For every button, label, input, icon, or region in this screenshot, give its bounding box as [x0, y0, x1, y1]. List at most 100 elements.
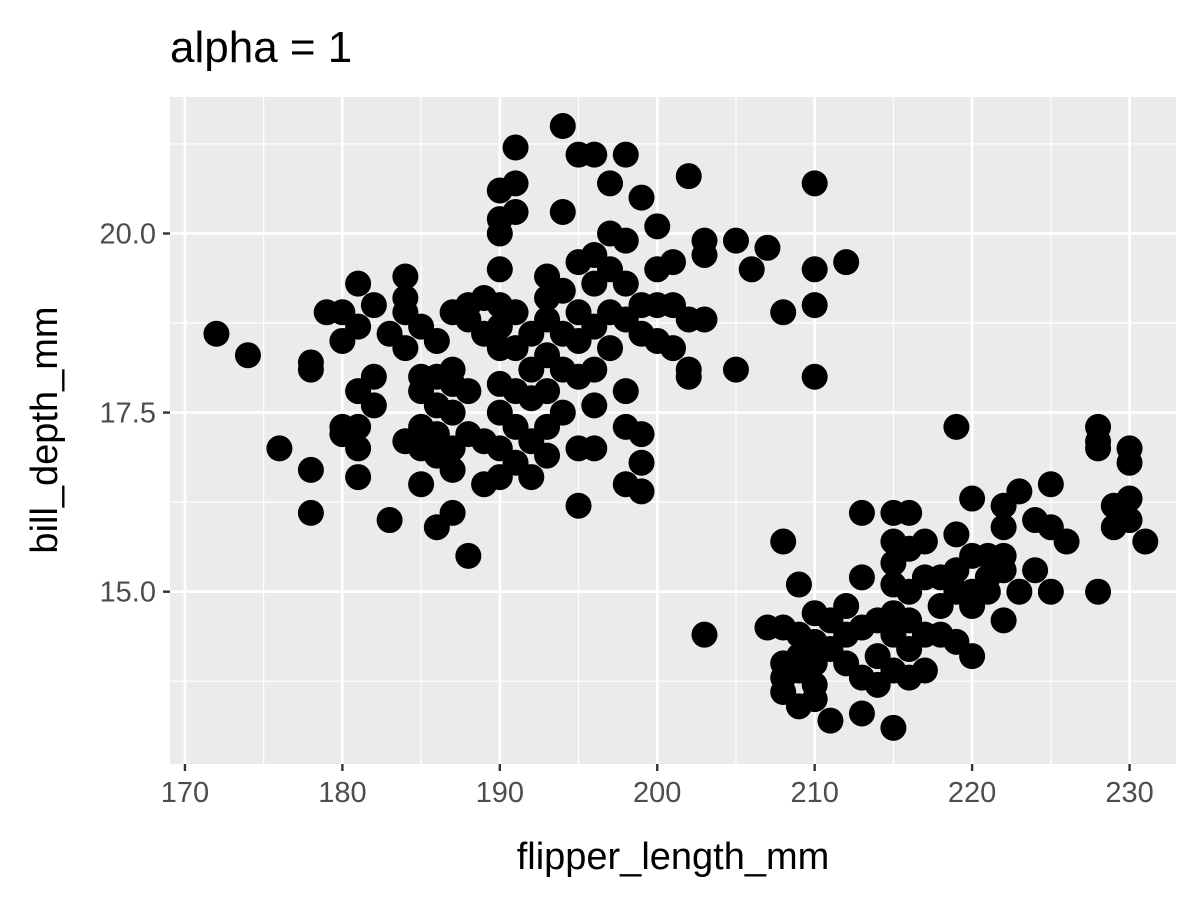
data-point	[345, 313, 372, 340]
data-point	[534, 378, 561, 405]
data-point	[581, 392, 608, 419]
data-point	[612, 378, 639, 405]
data-point	[911, 528, 938, 555]
data-point	[1116, 485, 1143, 512]
data-point	[974, 578, 1001, 605]
data-point	[817, 707, 844, 734]
data-point	[565, 492, 592, 519]
data-point	[896, 499, 923, 526]
data-point	[1116, 507, 1143, 534]
data-point	[628, 449, 655, 476]
data-point	[675, 363, 702, 390]
chart-title: alpha = 1	[170, 23, 352, 72]
data-point	[990, 514, 1017, 541]
data-point	[266, 435, 293, 462]
data-point	[345, 413, 372, 440]
data-point	[770, 299, 797, 326]
x-tick-label: 170	[161, 777, 209, 809]
data-point	[943, 413, 970, 440]
data-point	[297, 499, 324, 526]
data-point	[612, 141, 639, 168]
data-point	[770, 528, 797, 555]
data-point	[801, 363, 828, 390]
data-point	[581, 356, 608, 383]
data-point	[1006, 478, 1033, 505]
data-point	[1085, 435, 1112, 462]
minor-gridlines	[170, 97, 1176, 764]
plot-panel	[170, 97, 1176, 764]
data-point	[801, 170, 828, 197]
y-tick-label: 15.0	[100, 577, 156, 609]
data-point	[1053, 528, 1080, 555]
data-point	[360, 392, 387, 419]
data-point	[612, 270, 639, 297]
data-point	[376, 507, 403, 534]
data-point	[423, 327, 450, 354]
data-point	[549, 198, 576, 225]
y-tick-label: 17.5	[100, 398, 156, 430]
x-tick-label: 230	[1105, 777, 1153, 809]
data-point	[345, 464, 372, 491]
data-point	[408, 471, 435, 498]
y-tick-label: 20.0	[100, 218, 156, 250]
data-point	[549, 399, 576, 426]
data-point	[959, 485, 986, 512]
data-point	[880, 714, 907, 741]
data-point	[455, 378, 482, 405]
data-point	[439, 499, 466, 526]
data-point	[297, 456, 324, 483]
data-point	[1037, 471, 1064, 498]
x-tick-label: 200	[633, 777, 681, 809]
data-point	[722, 227, 749, 254]
x-axis: 170 180 190 200 210 220 230	[161, 764, 1154, 809]
data-point	[848, 700, 875, 727]
x-tick-label: 210	[790, 777, 838, 809]
data-point	[439, 399, 466, 426]
data-point	[360, 292, 387, 319]
x-tick-label: 220	[948, 777, 996, 809]
data-point	[801, 256, 828, 283]
data-point	[801, 292, 828, 319]
data-point	[660, 249, 686, 276]
data-point	[1085, 578, 1112, 605]
data-point	[502, 198, 529, 225]
data-point	[502, 299, 529, 326]
data-point	[660, 335, 686, 362]
data-point	[911, 657, 938, 684]
data-point	[691, 241, 718, 268]
data-point	[833, 593, 860, 620]
data-point	[848, 564, 875, 591]
data-point	[1006, 578, 1033, 605]
data-point	[990, 557, 1017, 584]
data-point	[785, 571, 812, 598]
data-point	[392, 335, 419, 362]
data-point	[628, 421, 655, 448]
data-point	[1037, 578, 1064, 605]
x-tick-label: 190	[476, 777, 524, 809]
data-point	[833, 249, 860, 276]
data-point	[722, 356, 749, 383]
data-point	[691, 621, 718, 648]
major-gridlines	[170, 97, 1176, 764]
data-point	[675, 163, 702, 190]
data-point	[691, 306, 718, 333]
data-point	[1116, 449, 1143, 476]
data-point	[628, 478, 655, 505]
data-point	[612, 227, 639, 254]
data-point	[597, 335, 624, 362]
data-point	[959, 643, 986, 670]
data-point	[486, 256, 513, 283]
data-point	[203, 320, 230, 347]
data-point	[534, 442, 561, 469]
data-point	[549, 277, 576, 304]
data-point	[486, 220, 513, 247]
data-point	[439, 456, 466, 483]
data-point	[345, 435, 372, 462]
data-point	[518, 464, 545, 491]
data-point	[644, 213, 671, 240]
data-point	[597, 170, 624, 197]
y-axis-title: bill_depth_mm	[24, 306, 66, 553]
data-point	[455, 542, 482, 569]
data-point	[848, 499, 875, 526]
